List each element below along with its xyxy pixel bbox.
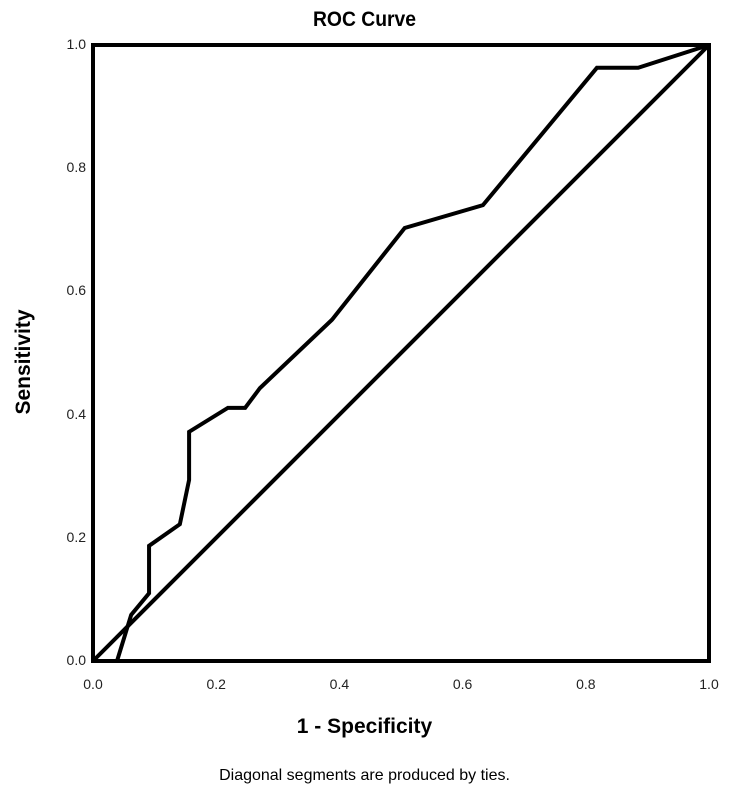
x-tick-label: 0.2: [206, 676, 226, 692]
y-tick-label: 0.0: [66, 652, 86, 668]
x-tick-label: 0.6: [452, 676, 473, 692]
x-tick-label: 0.0: [83, 676, 103, 692]
y-tick-label: 0.2: [66, 528, 86, 545]
y-tick-label: 1.0: [66, 36, 86, 52]
x-tick-label: 0.4: [329, 676, 350, 692]
y-tick-label: 0.6: [66, 282, 86, 299]
x-axis-label: 1 - Specificity: [296, 715, 433, 738]
y-tick-label: 0.8: [66, 159, 86, 176]
roc-curve-line: [93, 43, 710, 663]
chart-title: ROC Curve: [312, 8, 417, 31]
plot-frame: [91, 43, 711, 663]
x-tick-label: 0.8: [576, 676, 596, 692]
x-tick-label: 1.0: [699, 676, 719, 692]
footnote: Diagonal segments are produced by ties.: [219, 767, 510, 784]
y-tick-label: 0.4: [66, 405, 86, 422]
y-axis-label: Sensitivity: [12, 309, 35, 415]
reference-diagonal-line: [91, 43, 711, 663]
series-layer: [91, 43, 711, 663]
